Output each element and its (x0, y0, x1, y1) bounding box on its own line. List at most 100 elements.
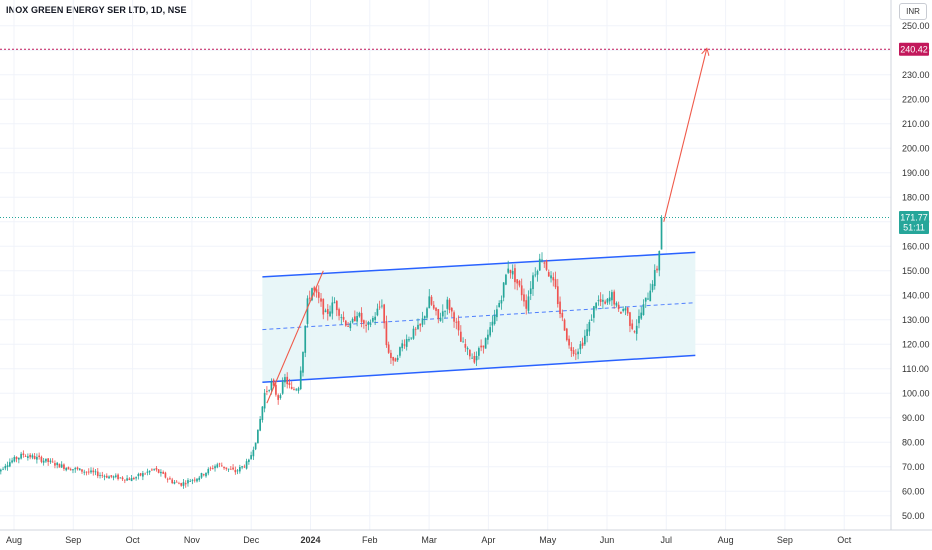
target-arrow (663, 49, 707, 222)
candle-body (236, 470, 239, 472)
candle-body (58, 463, 61, 468)
candle-body (518, 281, 521, 286)
candle-body (514, 268, 516, 283)
candle-body (439, 317, 442, 321)
candle-body (63, 464, 65, 469)
candle-body (130, 478, 133, 482)
candle-body (572, 350, 575, 355)
candle-body (27, 456, 29, 458)
candle-body (392, 356, 395, 361)
candle-body (60, 464, 63, 468)
candle-body (374, 316, 376, 320)
candle-body (586, 329, 588, 336)
candle-body (455, 321, 458, 323)
candle-body (293, 388, 295, 390)
candle-body (329, 311, 331, 317)
y-tick-label: 50.00 (902, 511, 925, 521)
candle-body (110, 475, 113, 477)
candle-body (311, 288, 313, 301)
candle-body (547, 272, 550, 277)
candle-body (187, 480, 189, 484)
channel-lower-line (262, 354, 696, 384)
candle-body (642, 304, 645, 315)
candle-body (94, 471, 97, 473)
candle-body (218, 463, 221, 465)
candle-body (175, 481, 178, 483)
candle-body (2, 468, 4, 470)
candle-body (469, 349, 471, 357)
candle-body (270, 381, 273, 391)
candle-body (220, 465, 223, 467)
candle-body (189, 481, 192, 482)
candle-body (581, 342, 584, 346)
candle-body (8, 462, 11, 467)
candle-body (360, 312, 363, 322)
candle-body (541, 259, 543, 261)
candle-body (349, 323, 352, 329)
candle-body (160, 471, 162, 474)
candle-body (473, 355, 476, 363)
y-tick-label: 120.00 (902, 339, 930, 349)
candle-body (133, 477, 135, 480)
y-tick-label: 230.00 (902, 70, 930, 80)
candle-body (532, 275, 534, 290)
candle-body (137, 474, 140, 477)
candle-body (338, 309, 340, 316)
candle-body (536, 271, 539, 275)
candle-body (207, 468, 210, 474)
grid-layer (0, 0, 891, 530)
candle-body (245, 461, 248, 469)
candle-body (56, 462, 59, 466)
candle-body (556, 286, 559, 305)
candle-body (238, 467, 241, 472)
candle-body (435, 307, 437, 311)
candle-body (381, 305, 383, 307)
currency-button[interactable]: INR (899, 3, 927, 20)
candle-body (525, 300, 528, 309)
candle-body (99, 475, 101, 476)
candle-body (308, 297, 311, 299)
candle-body (146, 471, 149, 473)
candle-body (83, 471, 86, 473)
y-tick-label: 140.00 (902, 290, 930, 300)
candle-body (81, 469, 83, 472)
candle-body (248, 459, 250, 462)
candle-body (545, 260, 548, 270)
candle-body (527, 296, 530, 311)
candle-body (148, 470, 151, 473)
candle-body (459, 331, 462, 342)
candle-body (173, 482, 176, 484)
candle-body (611, 292, 613, 301)
candle-body (121, 477, 124, 480)
candle-body (430, 296, 433, 305)
candle-body (184, 483, 187, 485)
x-tick-label: Aug (718, 535, 734, 545)
candle-body (520, 285, 523, 296)
candle-body (604, 301, 606, 304)
candle-body (428, 296, 431, 309)
candle-body (202, 474, 205, 476)
candle-body (105, 475, 108, 478)
candle-body (103, 476, 106, 478)
y-tick-label: 220.00 (902, 94, 930, 104)
candle-body (304, 325, 307, 353)
y-tick-label: 100.00 (902, 388, 930, 398)
candle-body (624, 308, 627, 311)
candle-body (182, 482, 185, 486)
candle-body (387, 344, 390, 353)
candle-body (164, 472, 167, 478)
candle-body (568, 338, 570, 346)
candle-body (340, 317, 343, 319)
candle-body (232, 467, 234, 470)
candle-body (363, 320, 365, 324)
candle-body (326, 308, 329, 314)
candle-body (193, 479, 196, 481)
candle-body (42, 460, 45, 463)
candle-body (128, 478, 131, 481)
x-tick-label: Apr (481, 535, 495, 545)
y-tick-label: 90.00 (902, 413, 925, 423)
x-tick-label: Oct (126, 535, 141, 545)
candle-body (588, 322, 591, 332)
candle-body (441, 311, 444, 317)
